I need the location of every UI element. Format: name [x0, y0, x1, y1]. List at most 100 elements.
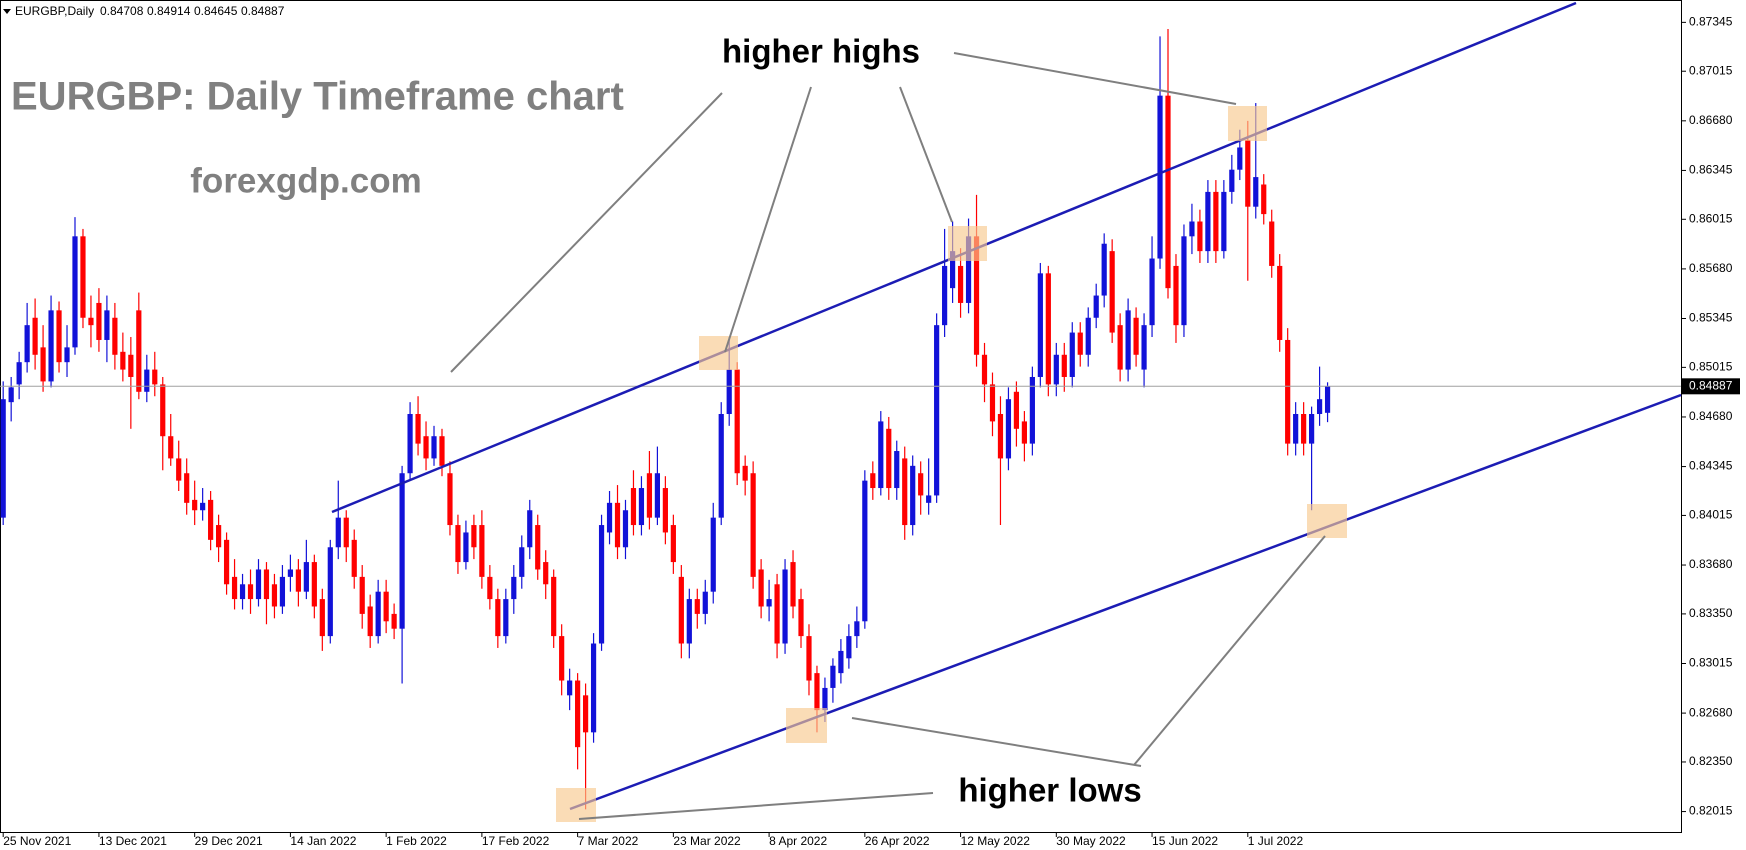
candle-body [255, 569, 262, 600]
candle-body [630, 488, 637, 526]
x-tick-label: 1 Jul 2022 [1248, 834, 1304, 848]
candle-body [934, 325, 940, 496]
candle-body [1149, 258, 1155, 326]
candle-body [942, 265, 948, 326]
candle-body [168, 436, 174, 459]
candle-body [271, 584, 278, 607]
candle-body [750, 473, 756, 577]
candle-body [519, 547, 525, 577]
x-tick-label: 25 Nov 2021 [3, 834, 71, 848]
candle-body [1213, 191, 1219, 252]
candle-body [543, 562, 549, 585]
candle-body [303, 562, 309, 592]
candle-body [957, 265, 964, 303]
candle-body [192, 499, 198, 511]
candle-body [758, 569, 764, 607]
candle-body [231, 576, 238, 600]
candle-body [1109, 251, 1115, 333]
candle-body [1133, 317, 1139, 355]
pointer-line [899, 86, 953, 223]
pointer-line [724, 86, 812, 353]
candle-body [1013, 391, 1020, 429]
candle-body [718, 414, 724, 518]
candle-body [965, 236, 972, 303]
candle-body [24, 325, 30, 363]
candle-body [918, 473, 924, 496]
candles [0, 29, 1681, 810]
pointer-line [450, 92, 723, 373]
candle-body [40, 347, 46, 382]
candle-body [1165, 95, 1171, 289]
highlight-box [556, 788, 596, 822]
candle-body [16, 362, 22, 385]
x-tick-label: 13 Dec 2021 [99, 834, 167, 848]
candle-body [981, 354, 988, 385]
x-tick-label: 7 Mar 2022 [578, 834, 639, 848]
candle-body [399, 473, 405, 629]
candle-body [383, 591, 389, 622]
candle-body [455, 525, 461, 563]
candle-body [463, 532, 469, 563]
candle-body [112, 317, 118, 355]
last-price-label: 0.84887 [1689, 378, 1733, 392]
candle-body [702, 591, 708, 614]
candle-body [598, 525, 605, 644]
candle-body [878, 421, 884, 489]
candle-body [1125, 310, 1131, 370]
candle-body [949, 251, 956, 289]
candle-body [582, 695, 589, 733]
candle-body [622, 510, 629, 548]
x-tick-label: 26 Apr 2022 [865, 834, 930, 848]
x-tick-label: 29 Dec 2021 [195, 834, 263, 848]
candle-body [1077, 332, 1083, 355]
candle-body [1053, 354, 1059, 385]
candle-body [973, 236, 980, 355]
highlight-box [699, 336, 738, 370]
y-tick-label: 0.84680 [1689, 409, 1733, 423]
candle-body [295, 569, 301, 592]
candle-body [997, 414, 1004, 459]
candle-body [710, 517, 716, 592]
candle-body [638, 488, 645, 526]
candle-body [686, 599, 692, 644]
pointer-line [851, 717, 1142, 767]
candle-body [88, 317, 94, 326]
candle-body [1293, 414, 1299, 444]
x-tick-label: 15 Jun 2022 [1152, 834, 1218, 848]
candle-body [375, 591, 381, 637]
menu-arrow[interactable] [3, 9, 11, 14]
candle-body [407, 414, 413, 474]
y-tick-label: 0.82015 [1689, 804, 1733, 818]
candle-body [559, 636, 565, 681]
candle-body [1245, 140, 1251, 207]
candle-body [335, 517, 341, 548]
candle-body [734, 369, 740, 474]
candle-body [431, 436, 437, 459]
candle-body [1229, 169, 1235, 192]
candle-body [495, 599, 501, 637]
candle-body [535, 525, 541, 570]
candle-body [176, 458, 182, 481]
x-tick-label: 14 Jan 2022 [290, 834, 356, 848]
annotation: higher lows [958, 772, 1141, 809]
candle-body [144, 369, 150, 392]
candle-body [886, 428, 892, 489]
candle-body [1253, 177, 1259, 207]
pointer-line [578, 792, 934, 820]
candle-body [614, 502, 621, 548]
candle-body [287, 569, 294, 577]
y-tick-label: 0.83680 [1689, 557, 1733, 571]
candle-body [654, 473, 661, 518]
candle-body [1061, 354, 1067, 377]
lower-trendline [569, 393, 1682, 811]
x-tick-label: 1 Feb 2022 [386, 834, 447, 848]
candle-body [1261, 184, 1267, 215]
candle-body [910, 465, 916, 526]
candle-body [423, 436, 429, 459]
ohlc-high: 0.84914 [147, 4, 191, 18]
y-tick-label: 0.83350 [1689, 606, 1733, 620]
candle-body [200, 502, 206, 511]
candle-body [327, 547, 333, 637]
